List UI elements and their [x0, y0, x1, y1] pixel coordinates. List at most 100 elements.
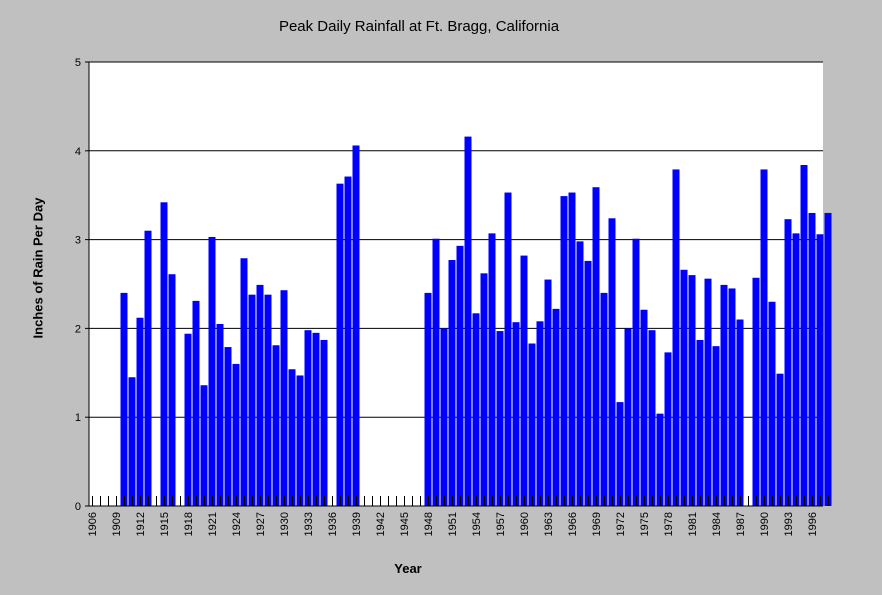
- chart-title: Peak Daily Rainfall at Ft. Bragg, Califo…: [278, 18, 560, 35]
- bar-1935: [320, 339, 328, 506]
- x-tick-label: 1987: [735, 512, 747, 536]
- bar-1967: [576, 241, 584, 506]
- bar-1997: [816, 234, 824, 506]
- bar-1958: [504, 192, 512, 507]
- bar-1961: [528, 343, 536, 506]
- bar-1996: [808, 212, 816, 506]
- bar-1977: [656, 413, 664, 506]
- bar-1994: [792, 233, 800, 506]
- x-tick-label: 1906: [87, 512, 99, 536]
- x-tick-label: 1984: [711, 512, 723, 536]
- bar-1968: [584, 260, 592, 506]
- x-tick-label: 1912: [135, 512, 147, 536]
- x-tick-label: 1954: [471, 512, 483, 536]
- x-tick-label: 1948: [423, 512, 435, 536]
- x-axis-ticks: 1906 1909 1912 1915 1918 1921 1924 1927 1930 1933…: [87, 496, 829, 536]
- bar-1918: [184, 333, 192, 506]
- bar-1925: [240, 258, 248, 506]
- y-tick-label: 0: [75, 501, 81, 513]
- bar-1934: [312, 332, 320, 506]
- bar-1975: [640, 309, 648, 506]
- x-tick-label: 1918: [183, 512, 195, 536]
- bar-1911: [128, 377, 136, 506]
- x-tick-label: 1945: [399, 512, 411, 536]
- bar-1993: [784, 219, 792, 506]
- x-tick-label: 1990: [759, 512, 771, 536]
- x-tick-label: 1939: [351, 512, 363, 536]
- bar-1953: [464, 136, 472, 506]
- x-tick-label: 1966: [567, 512, 579, 536]
- bar-1957: [496, 331, 504, 506]
- bar-1960: [520, 255, 528, 506]
- bar-1991: [768, 301, 776, 506]
- bar-1948: [424, 292, 432, 506]
- bar-1982: [696, 339, 704, 506]
- bar-1932: [296, 375, 304, 506]
- bar-1913: [144, 230, 152, 506]
- bar-1923: [224, 347, 232, 506]
- bar-1955: [480, 273, 488, 506]
- bar-1978: [664, 352, 672, 506]
- bar-1966: [568, 192, 576, 507]
- x-tick-label: 1996: [807, 512, 819, 536]
- x-tick-label: 1951: [447, 512, 459, 536]
- bar-1981: [688, 275, 696, 506]
- x-tick-label: 1942: [375, 512, 387, 536]
- y-tick-label: 2: [75, 323, 81, 335]
- bar-1954: [472, 313, 480, 506]
- x-tick-label: 1969: [591, 512, 603, 536]
- bar-1986: [728, 288, 736, 506]
- bar-1995: [800, 165, 808, 506]
- bar-1928: [264, 294, 272, 506]
- bar-1983: [704, 278, 712, 506]
- x-tick-label: 1972: [615, 512, 627, 536]
- bar-1950: [440, 328, 448, 506]
- bar-1910: [120, 292, 128, 506]
- bar-1974: [632, 238, 640, 506]
- bar-1926: [248, 294, 256, 506]
- bars: [120, 136, 832, 507]
- y-tick-label: 5: [75, 57, 81, 69]
- bar-1959: [512, 322, 520, 506]
- y-axis-ticks: 0 1 2 3 4 5: [75, 57, 89, 513]
- bar-1969: [592, 187, 600, 506]
- bar-1987: [736, 319, 744, 506]
- x-tick-label: 1909: [111, 512, 123, 536]
- bar-1962: [536, 321, 544, 506]
- bar-1998: [824, 212, 832, 506]
- x-tick-label: 1915: [159, 512, 171, 536]
- bar-1956: [488, 233, 496, 506]
- x-tick-label: 1927: [255, 512, 267, 536]
- bar-1971: [608, 218, 616, 507]
- bar-1931: [288, 369, 296, 506]
- x-tick-label: 1936: [327, 512, 339, 536]
- x-tick-label: 1981: [687, 512, 699, 536]
- x-axis-label: Year: [394, 561, 422, 576]
- bar-1916: [168, 274, 176, 506]
- bar-1924: [232, 363, 240, 506]
- bar-1970: [600, 292, 608, 506]
- bar-1929: [272, 345, 280, 506]
- bar-1919: [192, 300, 200, 506]
- bar-1984: [712, 346, 720, 506]
- x-tick-label: 1930: [279, 512, 291, 536]
- bar-1930: [280, 290, 288, 506]
- bar-1920: [200, 385, 208, 506]
- bar-1912: [136, 317, 144, 506]
- bar-1937: [336, 183, 344, 506]
- bar-1921: [208, 236, 216, 506]
- bar-1989: [752, 277, 760, 506]
- bar-1973: [624, 328, 632, 506]
- bar-1980: [680, 269, 688, 506]
- bar-1927: [256, 284, 264, 506]
- bar-1938: [344, 176, 352, 507]
- bar-1979: [672, 169, 680, 506]
- bar-1939: [352, 145, 360, 506]
- bar-1976: [648, 330, 656, 506]
- y-tick-label: 1: [75, 412, 81, 424]
- x-tick-label: 1993: [783, 512, 795, 536]
- bar-1985: [720, 284, 728, 506]
- bar-1949: [432, 238, 440, 506]
- bar-1933: [304, 330, 312, 506]
